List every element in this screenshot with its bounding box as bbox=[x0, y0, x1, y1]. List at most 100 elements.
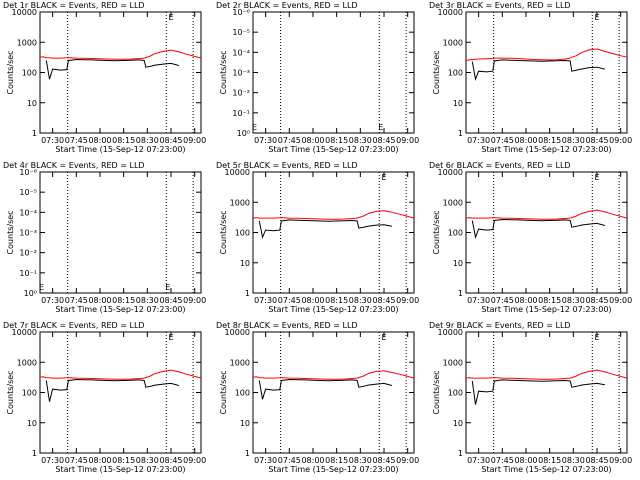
x-tick-label: 07:45 bbox=[65, 296, 88, 305]
series-line bbox=[465, 369, 628, 380]
x-tick-label: 08:30 bbox=[349, 296, 372, 305]
y-tick-label: 100 bbox=[448, 229, 463, 238]
annotation: E bbox=[168, 333, 173, 342]
y-tick-label: 1000 bbox=[230, 358, 250, 367]
series-line bbox=[45, 58, 180, 80]
x-tick-label: 08:30 bbox=[136, 136, 159, 145]
y-tick-label: 1000 bbox=[443, 358, 463, 367]
x-tick-label: 07:45 bbox=[491, 456, 514, 465]
y-tick-label: 10 bbox=[453, 259, 463, 268]
x-tick-label: 08:30 bbox=[562, 136, 585, 145]
x-tick-label: 08:30 bbox=[136, 456, 159, 465]
y-tick-label: 100 bbox=[235, 229, 250, 238]
x-tick-label: 09:00 bbox=[183, 296, 206, 305]
y-tick-label: 10000 bbox=[225, 168, 250, 177]
annotation: E bbox=[378, 123, 383, 132]
y-tick-label: 10⁰ bbox=[24, 289, 37, 298]
x-axis-label: Start Time (15-Sep-12 07:23:00) bbox=[481, 145, 611, 154]
chart-title: Det 7r BLACK = Events, RED = LLD bbox=[3, 321, 145, 330]
x-tick-label: 09:00 bbox=[609, 136, 632, 145]
x-tick-label: 09:00 bbox=[396, 136, 419, 145]
chart-title: Det 3r BLACK = Events, RED = LLD bbox=[429, 1, 571, 10]
x-tick-label: 08:30 bbox=[349, 136, 372, 145]
y-tick-label: 1 bbox=[245, 449, 250, 458]
y-tick-label: 1 bbox=[458, 129, 463, 138]
y-axis-label: Counts/sec bbox=[432, 370, 441, 414]
x-tick-label: 08:15 bbox=[538, 296, 561, 305]
x-tick-label: 08:00 bbox=[88, 296, 111, 305]
x-tick-label: 08:15 bbox=[325, 296, 348, 305]
x-tick-label: 07:45 bbox=[65, 136, 88, 145]
series-line bbox=[45, 378, 180, 402]
x-tick-label: 09:00 bbox=[183, 456, 206, 465]
x-tick-label: 08:30 bbox=[349, 456, 372, 465]
x-axis-label: Start Time (15-Sep-12 07:23:00) bbox=[55, 305, 185, 314]
y-tick-label: 10000 bbox=[12, 8, 37, 17]
x-tick-label: 08:00 bbox=[301, 456, 324, 465]
x-tick-label: 08:45 bbox=[372, 296, 395, 305]
x-tick-label: 08:45 bbox=[159, 136, 182, 145]
annotation: E bbox=[594, 173, 599, 182]
y-tick-label: 10000 bbox=[438, 328, 463, 337]
chart-title: Det 2r BLACK = Events, RED = LLD bbox=[216, 1, 358, 10]
x-tick-label: 08:00 bbox=[514, 296, 537, 305]
y-tick-label: 10000 bbox=[438, 168, 463, 177]
x-tick-label: 08:45 bbox=[159, 296, 182, 305]
x-tick-label: 07:30 bbox=[254, 136, 277, 145]
y-axis-label: Counts/sec bbox=[432, 210, 441, 254]
y-tick-label: 100 bbox=[22, 69, 37, 78]
x-tick-label: 08:00 bbox=[88, 136, 111, 145]
annotation: E bbox=[594, 333, 599, 342]
x-tick-label: 09:00 bbox=[396, 456, 419, 465]
y-tick-label: 10⁻³ bbox=[19, 229, 37, 238]
x-tick-label: 07:45 bbox=[491, 296, 514, 305]
x-tick-label: 08:45 bbox=[372, 136, 395, 145]
x-axis-label: Start Time (15-Sep-12 07:23:00) bbox=[268, 145, 398, 154]
x-tick-label: 07:30 bbox=[41, 136, 64, 145]
plot-frame bbox=[465, 11, 628, 134]
y-tick-label: 10⁻⁵ bbox=[19, 188, 37, 197]
y-tick-label: 1 bbox=[32, 129, 37, 138]
y-tick-label: 1 bbox=[458, 289, 463, 298]
x-tick-label: 07:45 bbox=[491, 136, 514, 145]
x-tick-label: 08:00 bbox=[514, 136, 537, 145]
plot-frame bbox=[252, 11, 415, 134]
y-tick-label: 10 bbox=[240, 419, 250, 428]
y-tick-label: 10 bbox=[240, 259, 250, 268]
y-tick-label: 1000 bbox=[17, 38, 37, 47]
annotation: E bbox=[381, 333, 386, 342]
annotation: E bbox=[252, 123, 257, 132]
y-tick-label: 1000 bbox=[443, 38, 463, 47]
series-line bbox=[258, 378, 393, 400]
x-axis-label: Start Time (15-Sep-12 07:23:00) bbox=[481, 465, 611, 474]
x-tick-label: 07:45 bbox=[65, 456, 88, 465]
y-tick-label: 10000 bbox=[438, 8, 463, 17]
x-tick-label: 08:45 bbox=[585, 456, 608, 465]
x-tick-label: 09:00 bbox=[396, 296, 419, 305]
x-tick-label: 08:00 bbox=[301, 136, 324, 145]
y-tick-label: 10⁰ bbox=[237, 129, 250, 138]
y-tick-label: 100 bbox=[235, 389, 250, 398]
y-tick-label: 1000 bbox=[443, 198, 463, 207]
x-tick-label: 08:15 bbox=[325, 136, 348, 145]
x-tick-label: 08:15 bbox=[538, 456, 561, 465]
y-tick-label: 100 bbox=[22, 389, 37, 398]
x-tick-label: 08:15 bbox=[112, 456, 135, 465]
y-tick-label: 10⁻⁶ bbox=[232, 8, 250, 17]
plot-frame bbox=[39, 171, 202, 294]
x-tick-label: 08:15 bbox=[325, 456, 348, 465]
y-tick-label: 10⁻⁴ bbox=[232, 48, 250, 57]
x-axis-label: Start Time (15-Sep-12 07:23:00) bbox=[268, 465, 398, 474]
x-tick-label: 08:15 bbox=[538, 136, 561, 145]
x-tick-label: 07:30 bbox=[467, 296, 490, 305]
x-tick-label: 08:00 bbox=[301, 296, 324, 305]
chart-title: Det 1r BLACK = Events, RED = LLD bbox=[3, 1, 145, 10]
x-tick-label: 07:30 bbox=[41, 296, 64, 305]
x-tick-label: 07:30 bbox=[254, 296, 277, 305]
x-tick-label: 07:30 bbox=[467, 456, 490, 465]
chart-title: Det 5r BLACK = Events, RED = LLD bbox=[216, 161, 358, 170]
x-axis-label: Start Time (15-Sep-12 07:23:00) bbox=[268, 305, 398, 314]
y-tick-label: 10000 bbox=[12, 328, 37, 337]
y-tick-label: 1 bbox=[245, 289, 250, 298]
x-tick-label: 08:00 bbox=[514, 456, 537, 465]
